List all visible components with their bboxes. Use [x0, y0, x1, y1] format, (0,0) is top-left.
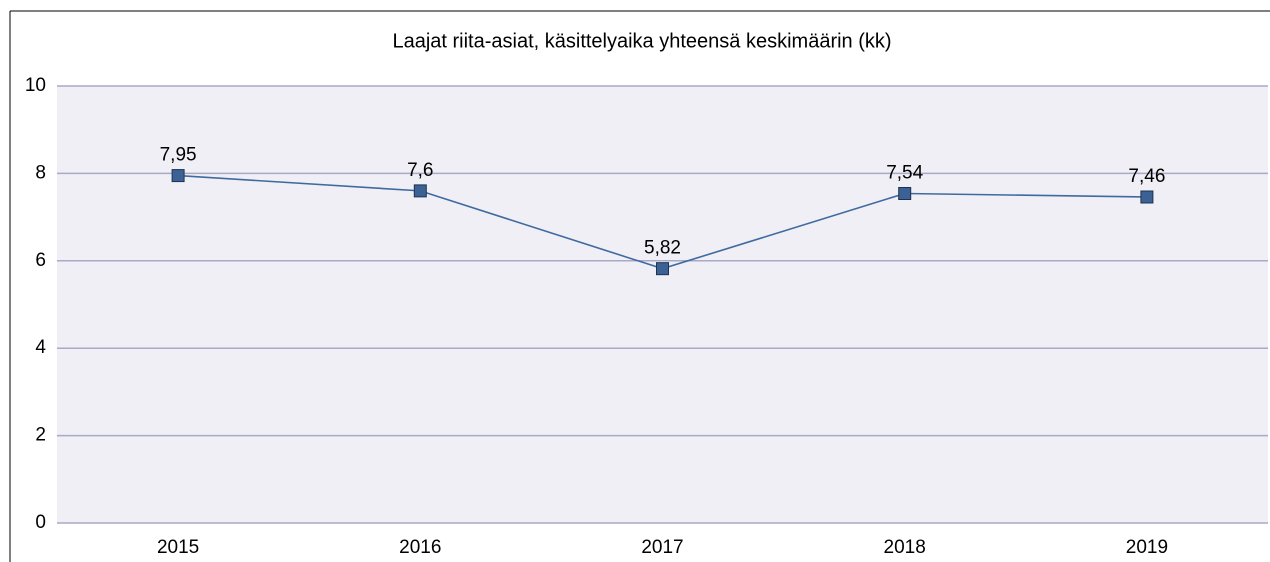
- y-tick-label: 10: [25, 75, 46, 96]
- y-tick-label: 8: [35, 162, 46, 183]
- marker: [1140, 190, 1154, 204]
- marker: [413, 184, 427, 198]
- x-tick-label: 2018: [884, 537, 926, 558]
- data-label: 5,82: [644, 238, 681, 259]
- x-tick-label: 2019: [1126, 537, 1168, 558]
- marker: [898, 187, 912, 201]
- x-tick-label: 2017: [641, 537, 683, 558]
- chart-title: Laajat riita-asiat, käsittelyaika yhteen…: [392, 30, 891, 52]
- x-tick-label: 2016: [399, 537, 441, 558]
- plot-area: [57, 86, 1268, 523]
- x-tick-label: 2015: [157, 537, 199, 558]
- marker: [171, 169, 185, 183]
- y-tick-label: 0: [35, 512, 46, 533]
- marker: [656, 262, 669, 276]
- y-tick-label: 6: [35, 250, 46, 271]
- data-label: 7,95: [160, 145, 197, 166]
- data-label: 7,46: [1128, 166, 1165, 187]
- y-tick-label: 2: [35, 425, 46, 446]
- data-label: 7,6: [407, 160, 433, 181]
- y-tick-label: 4: [35, 337, 46, 358]
- data-label: 7,54: [886, 163, 923, 184]
